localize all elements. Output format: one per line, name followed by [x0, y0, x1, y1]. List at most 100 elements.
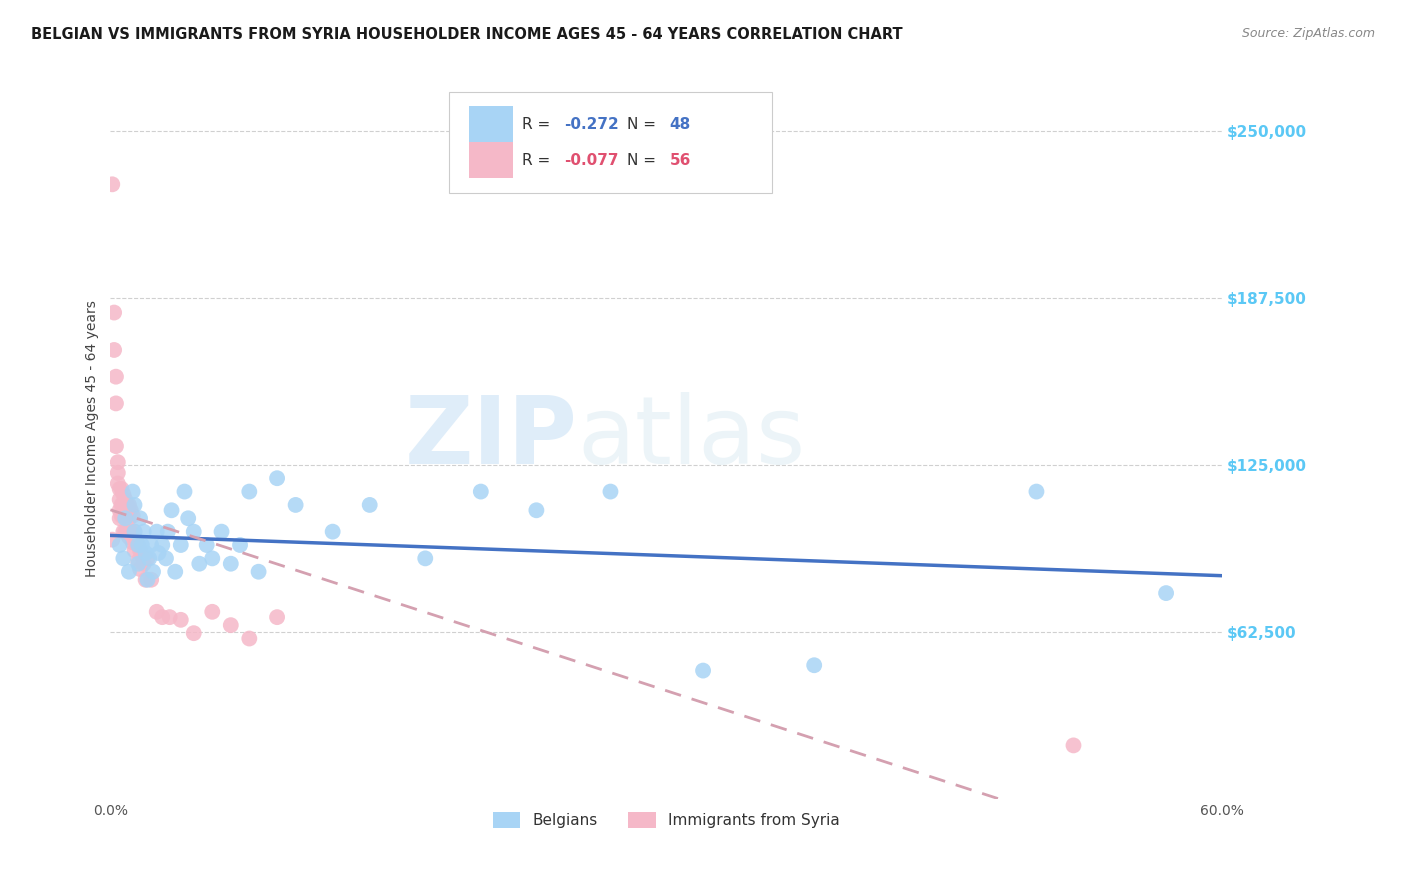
- Point: [127, 554, 149, 568]
- Legend: Belgians, Immigrants from Syria: Belgians, Immigrants from Syria: [486, 806, 845, 835]
- Point: [121, 484, 143, 499]
- Point: [124, 524, 146, 539]
- Point: [359, 498, 381, 512]
- Point: [159, 610, 181, 624]
- Point: [238, 632, 260, 646]
- Text: BELGIAN VS IMMIGRANTS FROM SYRIA HOUSEHOLDER INCOME AGES 45 - 64 YEARS CORRELATI: BELGIAN VS IMMIGRANTS FROM SYRIA HOUSEHO…: [31, 27, 903, 42]
- Point: [266, 471, 288, 485]
- Point: [103, 343, 125, 357]
- Point: [114, 492, 136, 507]
- Point: [118, 511, 141, 525]
- Point: [129, 511, 152, 525]
- Point: [150, 538, 173, 552]
- Point: [183, 626, 205, 640]
- Y-axis label: Householder Income Ages 45 - 64 years: Householder Income Ages 45 - 64 years: [86, 300, 100, 576]
- Point: [183, 524, 205, 539]
- Point: [148, 546, 170, 560]
- Text: 56: 56: [669, 153, 690, 168]
- Point: [104, 369, 127, 384]
- Point: [112, 508, 135, 523]
- Point: [155, 551, 177, 566]
- Point: [108, 482, 131, 496]
- Point: [135, 573, 157, 587]
- Point: [413, 551, 436, 566]
- Point: [124, 543, 146, 558]
- Point: [229, 538, 252, 552]
- Point: [284, 498, 307, 512]
- Point: [138, 551, 160, 566]
- Point: [115, 508, 138, 523]
- Point: [135, 546, 157, 560]
- Point: [141, 538, 163, 552]
- Point: [219, 557, 242, 571]
- Point: [108, 503, 131, 517]
- Point: [177, 511, 200, 525]
- Point: [107, 476, 129, 491]
- Point: [104, 396, 127, 410]
- Point: [266, 610, 288, 624]
- FancyBboxPatch shape: [470, 106, 513, 142]
- Point: [112, 551, 135, 566]
- Point: [142, 565, 165, 579]
- Point: [121, 535, 143, 549]
- Point: [101, 178, 124, 192]
- Point: [599, 484, 621, 499]
- Point: [165, 565, 187, 579]
- Point: [195, 538, 218, 552]
- Point: [188, 557, 211, 571]
- Point: [170, 538, 193, 552]
- Point: [114, 524, 136, 539]
- Point: [132, 557, 155, 571]
- FancyBboxPatch shape: [450, 92, 772, 193]
- Point: [141, 573, 163, 587]
- Point: [112, 498, 135, 512]
- Point: [118, 498, 141, 512]
- Point: [692, 664, 714, 678]
- Point: [120, 503, 142, 517]
- Point: [129, 562, 152, 576]
- Text: 48: 48: [669, 117, 690, 132]
- Point: [120, 524, 142, 539]
- Point: [121, 508, 143, 523]
- Point: [110, 498, 132, 512]
- Point: [101, 533, 124, 547]
- Text: N =: N =: [627, 153, 661, 168]
- Point: [127, 538, 149, 552]
- Point: [160, 503, 183, 517]
- Point: [114, 511, 136, 525]
- Point: [114, 508, 136, 523]
- Point: [803, 658, 825, 673]
- Point: [103, 305, 125, 319]
- Point: [125, 535, 148, 549]
- Point: [108, 492, 131, 507]
- Text: R =: R =: [522, 153, 555, 168]
- Point: [247, 565, 270, 579]
- Point: [1025, 484, 1047, 499]
- Point: [201, 551, 224, 566]
- Point: [115, 498, 138, 512]
- FancyBboxPatch shape: [470, 143, 513, 178]
- Text: ZIP: ZIP: [405, 392, 576, 484]
- Text: N =: N =: [627, 117, 661, 132]
- Point: [322, 524, 344, 539]
- Point: [136, 573, 159, 587]
- Point: [238, 484, 260, 499]
- Point: [1063, 739, 1085, 753]
- Point: [118, 565, 141, 579]
- Point: [145, 605, 167, 619]
- Point: [110, 508, 132, 523]
- Point: [127, 538, 149, 552]
- Point: [107, 455, 129, 469]
- Point: [108, 538, 131, 552]
- Text: atlas: atlas: [576, 392, 806, 484]
- Point: [112, 487, 135, 501]
- Point: [173, 484, 195, 499]
- Point: [131, 538, 153, 552]
- Point: [118, 530, 141, 544]
- Text: -0.272: -0.272: [564, 117, 619, 132]
- Point: [211, 524, 233, 539]
- Text: -0.077: -0.077: [564, 153, 619, 168]
- Point: [136, 551, 159, 566]
- Point: [132, 524, 155, 539]
- Point: [115, 524, 138, 539]
